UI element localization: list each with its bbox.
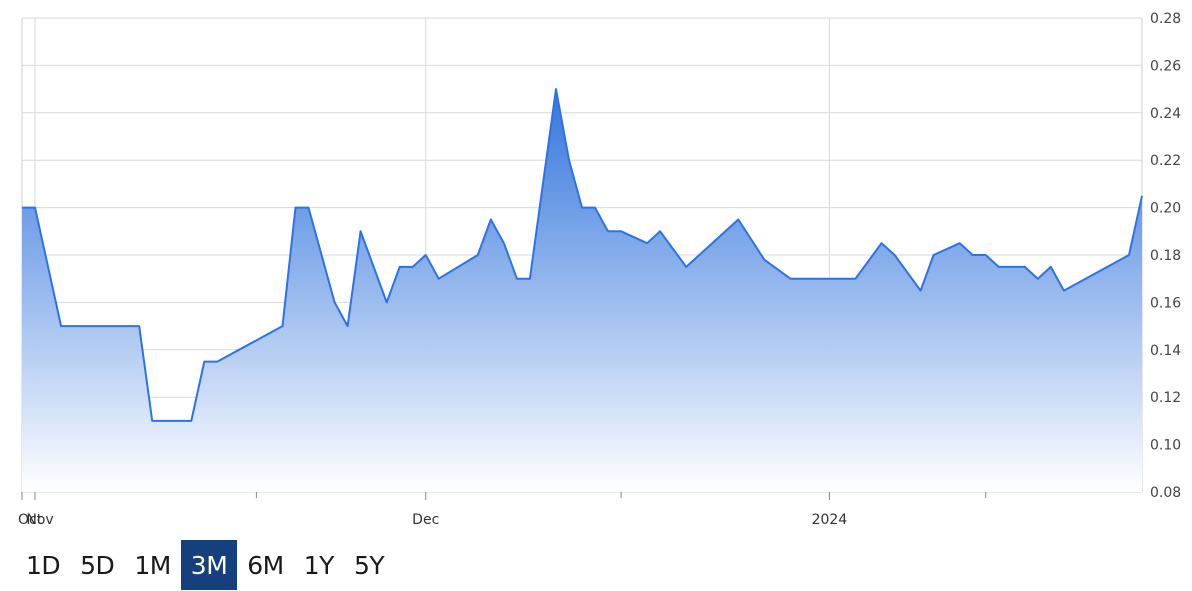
plot-area	[22, 88, 1143, 492]
range-selector: 1D 5D 1M 3M 6M 1Y 5Y	[16, 540, 394, 590]
y-tick-label: 0.18	[1150, 248, 1181, 264]
y-tick-label: 0.28	[1150, 11, 1181, 27]
x-tick-label: 2024	[812, 512, 848, 528]
y-tick-label: 0.10	[1150, 438, 1181, 454]
x-tick-label: Oct	[18, 512, 43, 528]
y-tick-label: 0.22	[1150, 153, 1181, 169]
range-button-1m[interactable]: 1M	[134, 550, 171, 580]
y-tick-label: 0.20	[1150, 201, 1181, 217]
range-button-1y[interactable]: 1Y	[303, 550, 335, 580]
range-button-1d[interactable]: 1D	[26, 550, 61, 580]
y-tick-label: 0.14	[1150, 343, 1181, 359]
price-chart: 0.08 0.10 0.12 0.14 0.16 0.18 0.20 0.22 0.24 0.26…	[18, 11, 1181, 528]
series-area	[22, 89, 1142, 492]
x-tick-label: Nov	[26, 512, 53, 528]
series-line	[22, 88, 1143, 422]
range-button-6m[interactable]: 6M	[247, 550, 284, 580]
y-tick-label: 0.16	[1150, 295, 1181, 311]
range-button-3m[interactable]: 3M	[180, 540, 238, 590]
x-tick-label: Dec	[412, 512, 439, 528]
y-tick-label: 0.26	[1150, 58, 1181, 74]
y-tick-label: 0.12	[1150, 390, 1181, 406]
range-button-5d[interactable]: 5D	[80, 550, 115, 580]
axes: 0.08 0.10 0.12 0.14 0.16 0.18 0.20 0.22 0.24 0.26…	[18, 11, 1181, 528]
range-button-5y[interactable]: 5Y	[353, 550, 385, 580]
y-tick-label: 0.08	[1150, 485, 1181, 501]
y-tick-label: 0.24	[1150, 106, 1181, 122]
